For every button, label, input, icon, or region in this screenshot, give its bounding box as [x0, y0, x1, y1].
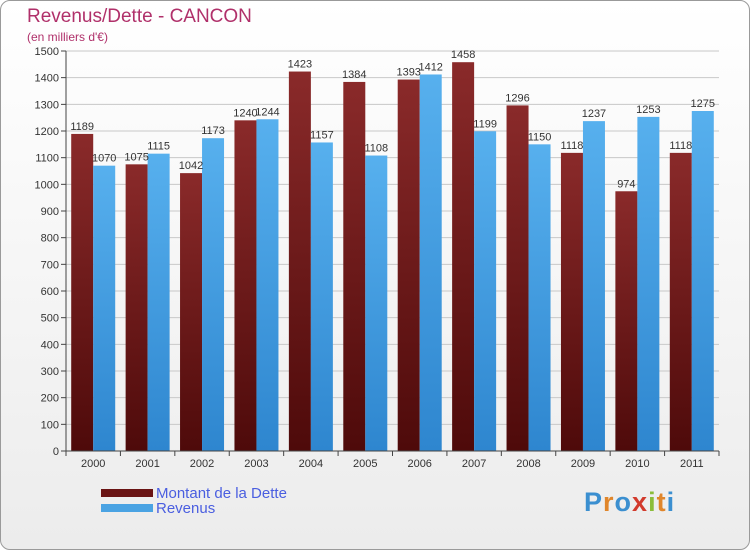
data-label-dette: 1458 [451, 49, 475, 61]
y-tick-label: 800 [41, 233, 59, 245]
x-tick-label: 2001 [135, 458, 159, 470]
data-label-revenus: 1157 [310, 129, 334, 141]
x-tick-label: 2008 [516, 458, 540, 470]
bar-revenus [419, 74, 442, 451]
data-label-revenus: 1150 [528, 131, 552, 143]
x-tick-label: 2009 [571, 458, 595, 470]
bar-dette [343, 81, 366, 451]
data-label-revenus: 1173 [201, 125, 225, 137]
x-tick-label: 2010 [625, 458, 649, 470]
bar-revenus [202, 138, 225, 451]
y-tick-label: 600 [41, 286, 59, 298]
data-label-revenus: 1412 [418, 61, 442, 73]
data-label-dette: 1240 [233, 107, 257, 119]
legend-swatch-revenus [101, 504, 153, 512]
x-tick-label: 2004 [299, 458, 323, 470]
y-tick-label: 1500 [35, 46, 59, 58]
grid-layer [66, 50, 719, 452]
bar-revenus [93, 165, 116, 451]
x-tick-label: 2000 [81, 458, 105, 470]
y-tick-label: 300 [41, 366, 59, 378]
bar-revenus [365, 155, 388, 452]
legend-swatch-debt [101, 489, 153, 497]
data-label-dette: 1423 [288, 59, 312, 71]
data-label-revenus: 1108 [364, 143, 388, 155]
data-label-revenus: 1115 [147, 141, 170, 153]
chart-title: Revenus/Dette - CANCON [27, 6, 252, 27]
y-tick-label: 400 [41, 339, 59, 351]
y-tick-label: 1100 [35, 153, 59, 165]
y-tick-label: 1200 [35, 126, 59, 138]
bar-revenus [528, 144, 551, 452]
data-label-dette: 1384 [342, 69, 366, 81]
data-label-dette: 1118 [669, 140, 692, 152]
data-label-dette: 974 [617, 178, 635, 190]
axis-layer: 0 100 200 300 400 500 600 700 800 900 1000 1100 1200… [35, 46, 720, 470]
data-label-revenus: 1070 [92, 153, 116, 165]
bar-dette [234, 120, 257, 451]
y-tick-label: 1400 [35, 73, 59, 85]
data-label-revenus: 1275 [691, 98, 715, 110]
data-label-dette: 1189 [70, 121, 94, 133]
bar-dette [560, 152, 583, 451]
chart-subtitle: (en milliers d'€) [27, 30, 108, 44]
data-label-dette: 1296 [505, 92, 529, 104]
bar-revenus [310, 142, 333, 451]
bar-dette [71, 133, 94, 451]
x-tick-label: 2007 [462, 458, 486, 470]
data-label-dette: 1042 [179, 160, 203, 172]
x-tick-label: 2005 [353, 458, 377, 470]
bar-dette [288, 71, 311, 452]
bar-revenus [147, 153, 170, 451]
x-tick-label: 2006 [407, 458, 431, 470]
bar-layer [71, 62, 714, 452]
data-label-revenus: 1244 [255, 106, 279, 118]
data-label-dette: 1075 [124, 151, 148, 163]
data-label-revenus: 1253 [636, 104, 660, 116]
y-tick-label: 1300 [35, 99, 59, 111]
bar-dette [615, 191, 638, 451]
y-tick-label: 100 [41, 419, 59, 431]
bar-dette [506, 105, 529, 452]
y-tick-label: 900 [41, 206, 59, 218]
y-tick-label: 1000 [35, 179, 59, 191]
bar-dette [180, 173, 203, 451]
x-tick-label: 2011 [680, 458, 704, 470]
proxiti-logo: Proxiti [584, 487, 676, 517]
x-tick-label: 2002 [190, 458, 214, 470]
data-label-dette: 1118 [561, 140, 584, 152]
bar-revenus [691, 111, 714, 451]
legend-label-debt: Montant de la Dette [156, 485, 287, 502]
bar-revenus [256, 119, 279, 452]
y-tick-label: 700 [41, 259, 59, 271]
y-tick-label: 500 [41, 313, 59, 325]
data-label-revenus: 1237 [582, 108, 606, 120]
bar-dette [397, 79, 420, 452]
bar-dette [669, 152, 692, 451]
data-label-dette: 1393 [396, 67, 420, 79]
bar-dette [452, 62, 475, 451]
y-tick-label: 200 [41, 393, 59, 405]
legend-label-revenus: Revenus [156, 500, 216, 517]
x-tick-label: 2003 [244, 458, 268, 470]
bar-revenus [474, 131, 497, 451]
bar-revenus [637, 116, 660, 451]
data-label-revenus: 1199 [473, 118, 497, 130]
bar-dette [125, 164, 148, 452]
bar-revenus [582, 121, 605, 451]
y-tick-label: 0 [53, 446, 59, 458]
